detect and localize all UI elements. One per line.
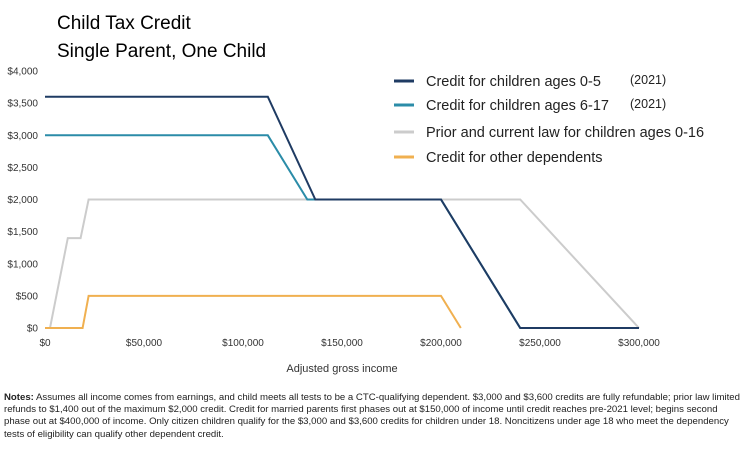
x-tick-label: $150,000 [321,338,363,349]
legend: Credit for children ages 0-5 (2021) Credit… [394,73,704,166]
notes-text: Assumes all income comes from earnings, … [4,392,740,440]
chart-title-line-2: Single Parent, One Child [57,41,266,62]
legend-label-1: Credit for children ages 6-17 [426,98,609,114]
x-axis: $0 $50,000 $100,000 $150,000 $200,000 $250,00… [39,338,660,349]
y-tick-label: $500 [16,291,39,302]
y-tick-label: $1,500 [7,227,38,238]
legend-suffix-0: (2021) [630,73,666,87]
series-line-0 [45,95,639,329]
y-tick-label: $2,500 [7,163,38,174]
x-tick-label: $50,000 [126,338,163,349]
x-tick-label: $200,000 [420,338,462,349]
y-tick-label: $0 [27,324,39,335]
x-tick-label: $250,000 [519,338,561,349]
legend-label-0: Credit for children ages 0-5 [426,74,601,90]
series-line-2 [45,198,640,329]
legend-suffix-1: (2021) [630,97,666,111]
notes-label: Notes: [4,392,34,403]
series-line-3 [45,294,462,329]
y-tick-label: $3,500 [7,99,38,110]
y-tick-label: $4,000 [7,67,38,78]
y-tick-label: $2,000 [7,195,38,206]
chart: Child Tax Credit Single Parent, One Chil… [7,13,704,375]
x-tick-label: $100,000 [222,338,264,349]
legend-label-3: Credit for other dependents [426,150,603,166]
series-lines [45,95,640,329]
y-tick-label: $1,000 [7,259,38,270]
x-tick-label: $0 [39,338,51,349]
x-tick-label: $300,000 [618,338,660,349]
legend-label-2: Prior and current law for children ages … [426,125,704,141]
chart-title-line-1: Child Tax Credit [57,13,191,34]
y-axis: $0 $500 $1,000 $1,500 $2,000 $2,500 $3,000 $3,5… [7,67,38,335]
y-tick-label: $3,000 [7,131,38,142]
notes: Notes: Assumes all income comes from ear… [4,392,746,441]
x-axis-label: Adjusted gross income [286,363,397,375]
